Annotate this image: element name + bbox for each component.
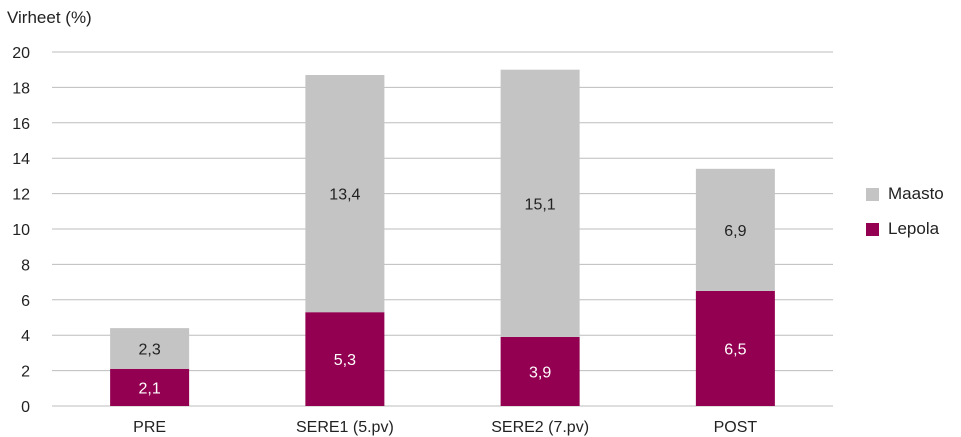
y-tick-label-2: 2 [21,364,30,381]
data-label-lepola-3: 6,5 [724,341,746,358]
y-tick-label-18: 18 [12,80,30,97]
data-label-lepola-0: 2,1 [139,380,161,397]
data-label-lepola-1: 5,3 [334,352,356,369]
data-label-maasto-2: 15,1 [525,196,556,213]
legend-swatch-lepola [866,223,879,236]
x-tick-label-1: SERE1 (5.pv) [296,419,394,436]
legend-label-maasto: Maasto [888,184,944,204]
legend: Maasto Lepola [866,184,944,254]
data-label-maasto-3: 6,9 [724,223,746,240]
y-tick-label-0: 0 [21,399,30,416]
x-tick-label-3: POST [714,419,758,436]
y-tick-label-4: 4 [21,328,30,345]
data-label-lepola-2: 3,9 [529,364,551,381]
x-tick-label-0: PRE [133,419,166,436]
legend-item-maasto: Maasto [866,184,944,204]
y-tick-label-12: 12 [12,187,30,204]
legend-item-lepola: Lepola [866,219,944,239]
legend-swatch-maasto [866,188,879,201]
x-tick-label-2: SERE2 (7.pv) [491,419,589,436]
y-tick-label-16: 16 [12,116,30,133]
y-tick-label-8: 8 [21,257,30,274]
y-tick-label-6: 6 [21,293,30,310]
legend-label-lepola: Lepola [888,219,939,239]
data-label-maasto-1: 13,4 [329,187,360,204]
y-tick-label-10: 10 [12,222,30,239]
data-label-maasto-0: 2,3 [139,341,161,358]
y-tick-label-14: 14 [12,151,30,168]
y-tick-label-20: 20 [12,45,30,62]
